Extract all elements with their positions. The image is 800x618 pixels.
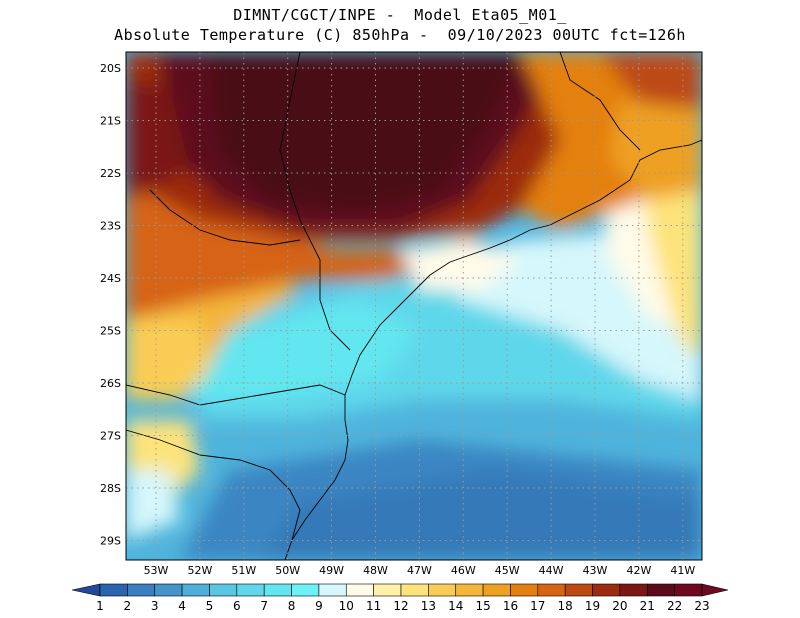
coastlines bbox=[126, 52, 702, 560]
latitude-label: 22S bbox=[100, 167, 121, 180]
colorbar-swatch bbox=[592, 583, 621, 597]
latitude-label: 28S bbox=[100, 482, 121, 495]
colorbar-arrow-left bbox=[71, 583, 101, 597]
colorbar-swatch bbox=[154, 583, 183, 597]
chart-title-line-2: Absolute Temperature (C) 850hPa - 09/10/… bbox=[114, 26, 686, 44]
latitude-label: 27S bbox=[100, 430, 121, 443]
colorbar-swatch bbox=[510, 583, 539, 597]
colorbar-label: 13 bbox=[421, 599, 436, 613]
colorbar-swatch bbox=[99, 583, 128, 597]
colorbar-swatch bbox=[345, 583, 374, 597]
colorbar-swatch bbox=[646, 583, 675, 597]
colorbar-label: 15 bbox=[475, 599, 490, 613]
colorbar: 1 2 3 4 5 6 7 8 9 10 11 12 13 14 15 16 17 18 19 20 21 22 23 bbox=[71, 583, 729, 613]
latitude-label: 21S bbox=[100, 115, 121, 128]
map-frame bbox=[125, 51, 703, 561]
latitude-label: 25S bbox=[100, 325, 121, 338]
longitude-label: 49W bbox=[319, 564, 344, 577]
colorbar-label: 20 bbox=[612, 599, 627, 613]
colorbar-swatch bbox=[373, 583, 402, 597]
colorbar-arrow-right bbox=[701, 583, 729, 597]
colorbar-label: 14 bbox=[448, 599, 463, 613]
colorbar-swatch bbox=[181, 583, 210, 597]
colorbar-label: 21 bbox=[640, 599, 655, 613]
colorbar-label: 8 bbox=[288, 599, 296, 613]
colorbar-swatch bbox=[428, 583, 457, 597]
longitude-label: 41W bbox=[670, 564, 695, 577]
longitude-label: 52W bbox=[187, 564, 212, 577]
colorbar-label: 7 bbox=[260, 599, 268, 613]
colorbar-swatch bbox=[318, 583, 347, 597]
map-grid bbox=[126, 52, 702, 560]
latitude-label: 23S bbox=[100, 220, 121, 233]
colorbar-swatch bbox=[291, 583, 320, 597]
longitude-label: 42W bbox=[626, 564, 651, 577]
longitude-label: 46W bbox=[451, 564, 476, 577]
colorbar-swatch bbox=[674, 583, 703, 597]
colorbar-label: 4 bbox=[178, 599, 186, 613]
latitude-label: 20S bbox=[100, 62, 121, 75]
colorbar-swatch bbox=[537, 583, 566, 597]
colorbar-label: 23 bbox=[694, 599, 709, 613]
longitude-label: 50W bbox=[275, 564, 300, 577]
latitude-label: 26S bbox=[100, 377, 121, 390]
latitude-labels: 20S 21S 22S 23S 24S 25S 26S 27S 28S 29S bbox=[100, 62, 121, 548]
longitude-label: 43W bbox=[583, 564, 608, 577]
colorbar-swatch bbox=[482, 583, 511, 597]
colorbar-swatch bbox=[455, 583, 484, 597]
colorbar-swatch bbox=[127, 583, 156, 597]
longitude-label: 48W bbox=[363, 564, 388, 577]
colorbar-label: 10 bbox=[339, 599, 354, 613]
colorbar-swatch bbox=[209, 583, 238, 597]
longitude-label: 47W bbox=[407, 564, 432, 577]
longitude-label: 44W bbox=[539, 564, 564, 577]
colorbar-label: 19 bbox=[585, 599, 600, 613]
colorbar-swatch bbox=[619, 583, 648, 597]
longitude-labels: 53W 52W 51W 50W 49W 48W 47W 46W 45W 44W 43W 42W 41W bbox=[144, 564, 696, 577]
colorbar-label: 6 bbox=[233, 599, 241, 613]
chart-title-line-1: DIMNT/CGCT/INPE - Model Eta05_M01_ bbox=[233, 6, 567, 24]
temperature-field bbox=[126, 52, 702, 560]
colorbar-label: 16 bbox=[503, 599, 518, 613]
colorbar-swatch bbox=[400, 583, 429, 597]
colorbar-label: 5 bbox=[206, 599, 214, 613]
latitude-label: 29S bbox=[100, 535, 121, 548]
colorbar-label: 3 bbox=[151, 599, 159, 613]
colorbar-label: 11 bbox=[366, 599, 381, 613]
colorbar-swatch bbox=[236, 583, 265, 597]
colorbar-label: 2 bbox=[124, 599, 132, 613]
colorbar-swatch bbox=[263, 583, 292, 597]
colorbar-label: 1 bbox=[96, 599, 104, 613]
colorbar-label: 9 bbox=[315, 599, 323, 613]
longitude-label: 51W bbox=[231, 564, 256, 577]
longitude-label: 53W bbox=[144, 564, 169, 577]
colorbar-swatch bbox=[564, 583, 593, 597]
colorbar-label: 12 bbox=[393, 599, 408, 613]
colorbar-label: 18 bbox=[558, 599, 573, 613]
longitude-label: 45W bbox=[495, 564, 520, 577]
colorbar-label: 17 bbox=[530, 599, 545, 613]
colorbar-label: 22 bbox=[667, 599, 682, 613]
latitude-label: 24S bbox=[100, 272, 121, 285]
